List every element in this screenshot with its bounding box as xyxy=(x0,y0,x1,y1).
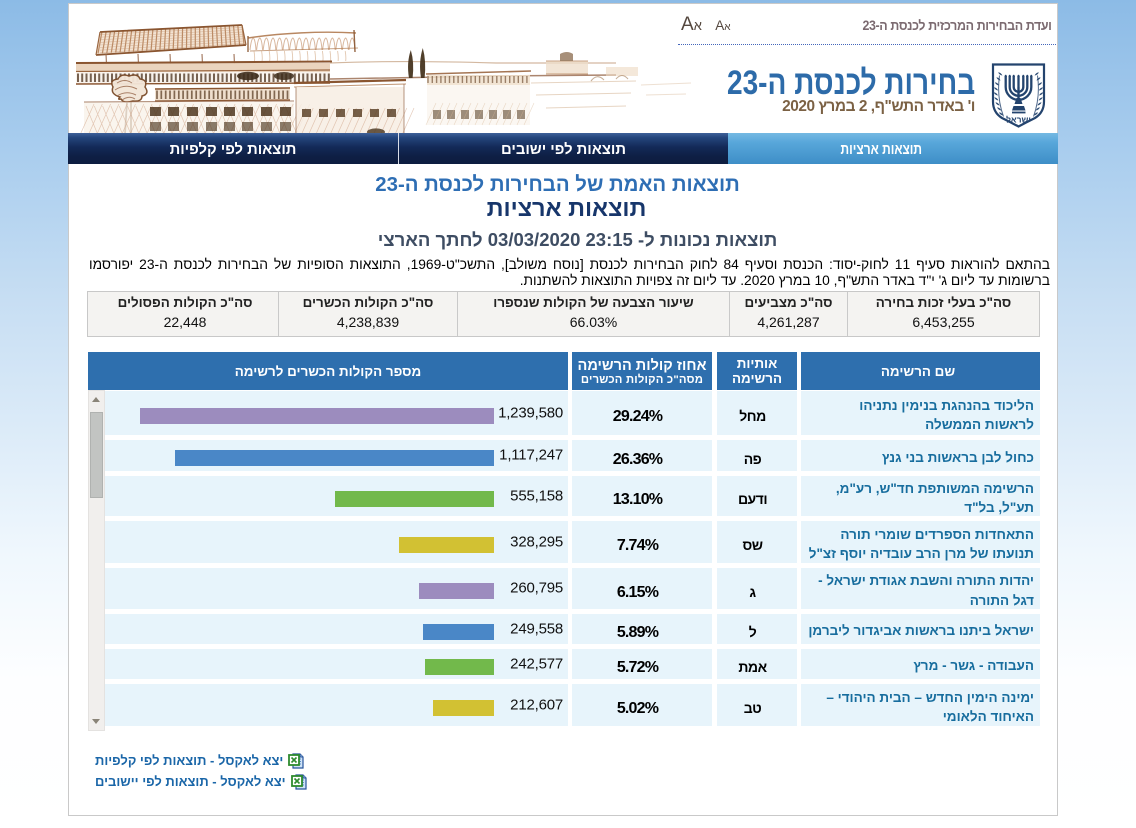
svg-text:ישראל: ישראל xyxy=(1006,115,1031,125)
